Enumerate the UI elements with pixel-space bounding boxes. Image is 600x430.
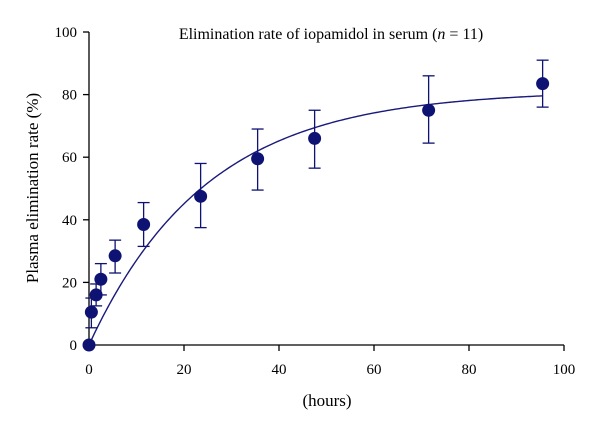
- y-tick-label: 100: [55, 25, 78, 41]
- data-point: [536, 77, 550, 91]
- data-point: [89, 288, 103, 302]
- x-tick-label: 0: [85, 362, 93, 378]
- x-tick-label: 40: [272, 362, 287, 378]
- axes: [88, 32, 564, 346]
- data-point: [422, 103, 436, 117]
- y-axis-label: Plasma elimination rate (%): [23, 93, 42, 283]
- y-axis-ticks: 0 20 40 60 80 100: [55, 25, 89, 354]
- data-point: [94, 272, 108, 286]
- data-point: [194, 189, 208, 203]
- data-point: [82, 338, 96, 352]
- x-tick-label: 60: [367, 362, 382, 378]
- y-tick-label: 80: [62, 88, 77, 104]
- chart-title: Elimination rate of iopamidol in serum (…: [179, 26, 483, 43]
- y-tick-label: 40: [62, 213, 77, 229]
- data-point: [251, 152, 265, 166]
- data-point: [108, 249, 122, 263]
- x-tick-label: 20: [177, 362, 192, 378]
- data-point: [84, 305, 98, 319]
- x-axis-label: (hours): [302, 391, 351, 410]
- y-tick-label: 20: [62, 275, 77, 291]
- y-tick-label: 60: [62, 150, 77, 166]
- data-point: [308, 131, 322, 145]
- data-points: [82, 77, 550, 352]
- fit-curve: [88, 95, 543, 346]
- data-point: [137, 217, 151, 231]
- x-tick-label: 100: [553, 362, 576, 378]
- x-axis-ticks: 0 20 40 60 80 100: [85, 345, 575, 378]
- x-tick-label: 80: [462, 362, 477, 378]
- y-tick-label: 0: [70, 338, 78, 354]
